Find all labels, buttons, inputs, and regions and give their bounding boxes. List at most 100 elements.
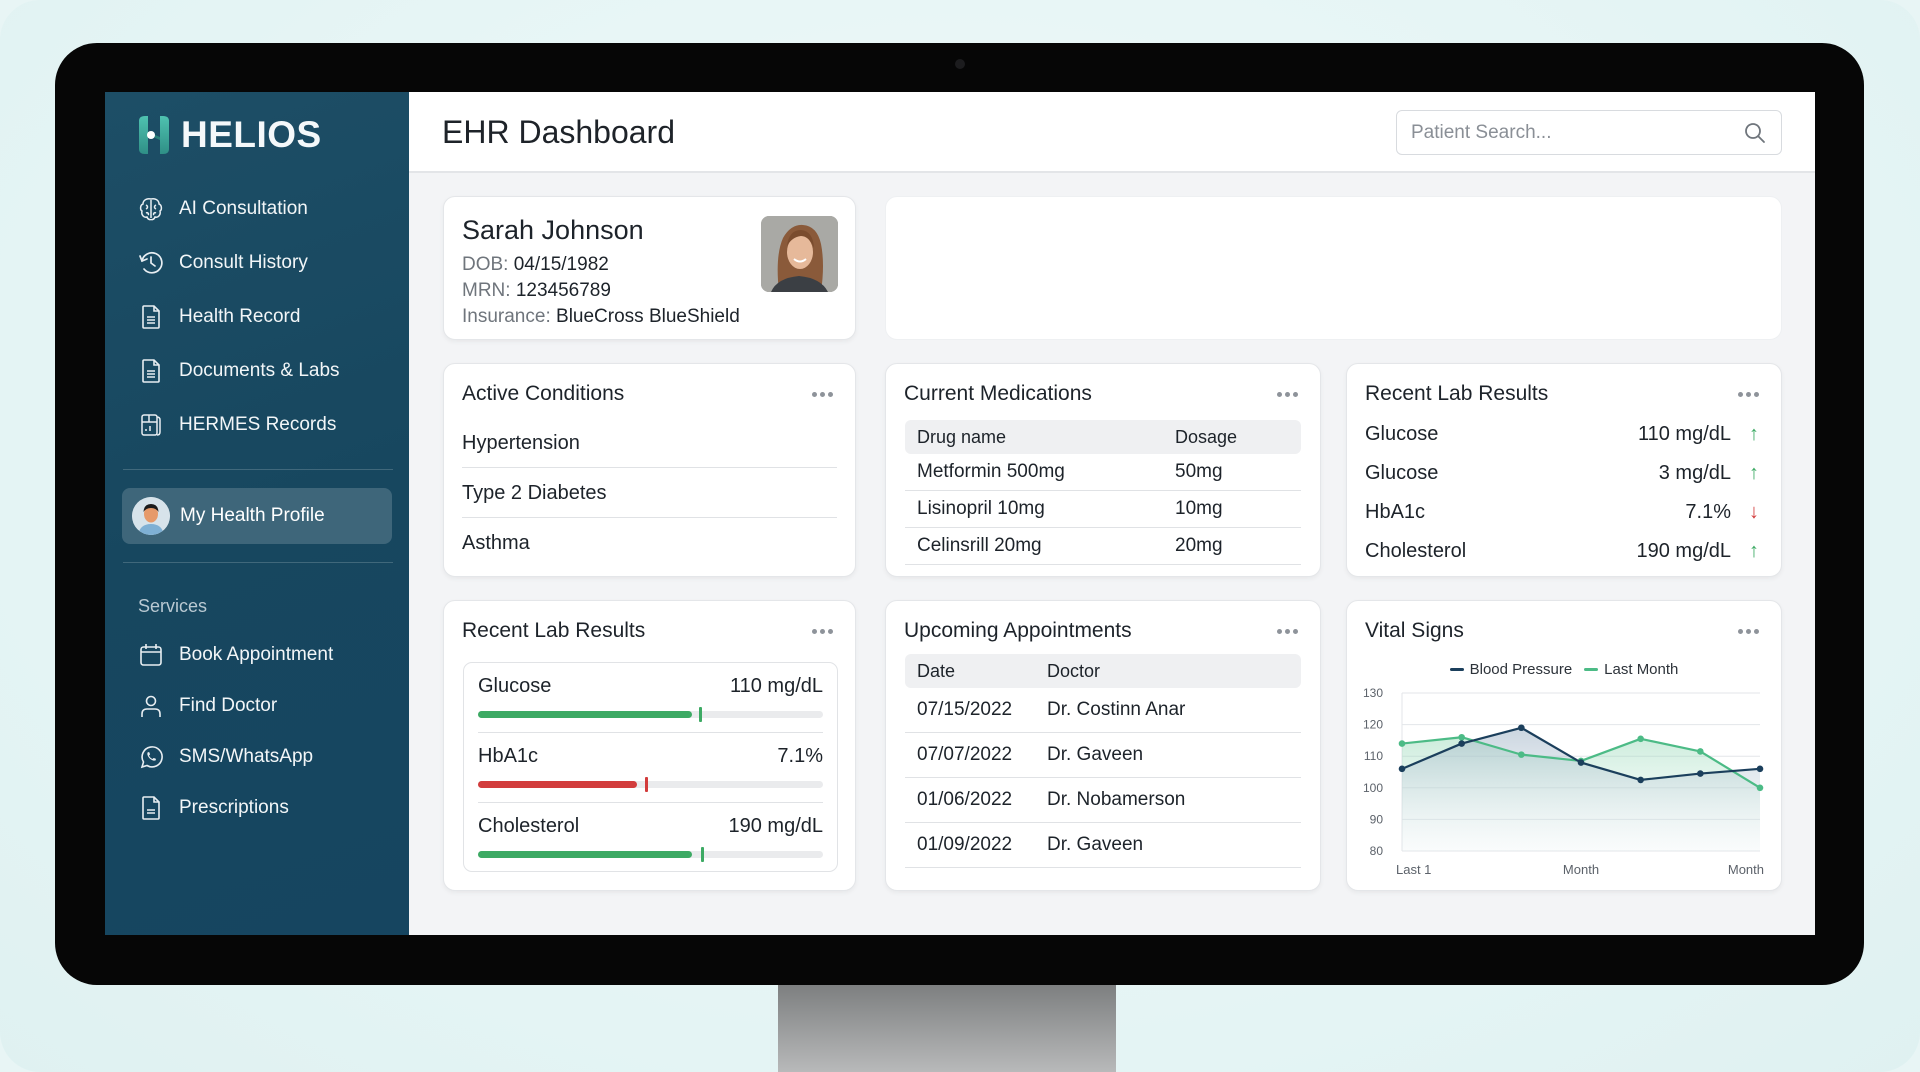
- lab-result-row[interactable]: Glucose 110 mg/dL ↑: [1365, 415, 1759, 454]
- sidebar-item-prescriptions[interactable]: Prescriptions: [137, 793, 289, 823]
- more-options-icon[interactable]: [1277, 392, 1298, 397]
- lab-name: Glucose: [1365, 462, 1439, 484]
- patient-card[interactable]: Sarah Johnson DOB: 04/15/1982 MRN: 12345…: [443, 196, 856, 340]
- drug-name: Celinsrill 20mg: [917, 535, 1042, 556]
- lab-bar-item[interactable]: Glucose 110 mg/dL: [478, 663, 823, 733]
- lab-value: 7.1%: [1685, 501, 1731, 523]
- appointment-date: 01/06/2022: [917, 789, 1013, 810]
- document-icon: [142, 359, 160, 383]
- lab-value: 110 mg/dL: [1637, 423, 1731, 445]
- legend-swatch: [1584, 668, 1599, 671]
- sidebar-item-label: Find Doctor: [179, 695, 278, 716]
- mrn-label: MRN:: [462, 280, 511, 301]
- table-row[interactable]: Lisinopril 10mg 10mg: [905, 491, 1301, 528]
- svg-text:120: 120: [1363, 718, 1383, 732]
- sidebar-item-label: Prescriptions: [179, 797, 289, 818]
- table-row[interactable]: Metformin 500mg 50mg: [905, 454, 1301, 491]
- brain-icon: [139, 198, 163, 221]
- camera-icon: [955, 59, 965, 69]
- progress-marker: [698, 707, 702, 722]
- condition-item[interactable]: Hypertension: [462, 419, 837, 468]
- patient-name: Sarah Johnson: [462, 215, 644, 245]
- condition-item[interactable]: Type 2 Diabetes: [462, 469, 837, 518]
- table-row[interactable]: Celinsrill 20mg 20mg: [905, 528, 1301, 565]
- card-title: Vital Signs: [1365, 619, 1464, 642]
- lab-bars-container: Glucose 110 mg/dL HbA1c 7.1% Cholesterol: [463, 662, 838, 872]
- search-icon[interactable]: [1743, 121, 1767, 145]
- sidebar-item-label: Consult History: [179, 252, 308, 273]
- lab-bar-item[interactable]: Cholesterol 190 mg/dL: [478, 803, 823, 873]
- progress-fill: [478, 851, 692, 858]
- my-health-profile-button[interactable]: My Health Profile: [122, 488, 392, 544]
- sidebar-item-sms-whatsapp[interactable]: SMS/WhatsApp: [137, 742, 313, 772]
- active-conditions-card: Active Conditions Hypertension Type 2 Di…: [443, 363, 856, 577]
- avatar: [132, 497, 170, 535]
- divider: [478, 802, 823, 803]
- monitor-stand: [778, 985, 1116, 1072]
- more-options-icon[interactable]: [812, 629, 833, 634]
- progress-marker: [700, 847, 704, 862]
- progress-fill: [478, 711, 692, 718]
- appointment-doctor: Dr. Gaveen: [1047, 834, 1144, 855]
- blank-panel: [885, 196, 1782, 340]
- sidebar-item-health-record[interactable]: Health Record: [137, 302, 300, 332]
- column-header: Dosage: [1175, 426, 1238, 447]
- sidebar-item-ai-consultation[interactable]: AI Consultation: [137, 194, 308, 224]
- more-options-icon[interactable]: [1277, 629, 1298, 634]
- drug-name: Lisinopril 10mg: [917, 498, 1045, 519]
- dob-value: 04/15/1982: [513, 254, 609, 275]
- more-options-icon[interactable]: [1738, 392, 1759, 397]
- lab-name: Glucose: [478, 675, 552, 697]
- lab-name: Glucose: [1365, 423, 1439, 445]
- services-heading: Services: [138, 596, 208, 616]
- trend-up-icon: ↑: [1749, 462, 1759, 484]
- progress-track: [478, 707, 823, 722]
- sidebar-item-book-appointment[interactable]: Book Appointment: [137, 640, 333, 670]
- condition-item[interactable]: Asthma: [462, 532, 530, 554]
- progress-track: [478, 777, 823, 792]
- more-options-icon[interactable]: [1738, 629, 1759, 634]
- lab-result-row[interactable]: Glucose 3 mg/dL ↑: [1365, 454, 1759, 493]
- sidebar-item-find-doctor[interactable]: Find Doctor: [137, 691, 277, 721]
- vital-signs-chart[interactable]: 80 90 100 110 120 130 Last 1 Month Month: [1347, 601, 1783, 892]
- patient-photo: [761, 216, 838, 292]
- lab-name: Cholesterol: [1365, 540, 1467, 562]
- table-header: Date Doctor: [905, 654, 1301, 688]
- card-title: Active Conditions: [462, 382, 625, 405]
- sidebar-divider: [123, 469, 393, 470]
- legend-label: Blood Pressure: [1469, 661, 1573, 678]
- lab-name: Cholesterol: [478, 815, 580, 837]
- brand-name: HELIOS: [181, 114, 322, 155]
- legend-label: Last Month: [1604, 661, 1679, 678]
- svg-text:90: 90: [1370, 812, 1384, 826]
- divider: [478, 732, 823, 733]
- sidebar-item-documents-labs[interactable]: Documents & Labs: [137, 356, 340, 386]
- user-icon: [141, 695, 161, 717]
- lab-value: 7.1%: [777, 745, 823, 767]
- svg-text:Last 1: Last 1: [1396, 862, 1431, 877]
- table-row[interactable]: 07/15/2022 Dr. Costinn Anar: [905, 688, 1301, 733]
- legend-item[interactable]: Last Month: [1584, 661, 1678, 678]
- table-row[interactable]: 01/09/2022 Dr. Gaveen: [905, 823, 1301, 868]
- dob-label: DOB:: [462, 254, 509, 275]
- column-header: Drug name: [917, 426, 1007, 447]
- sidebar-item-consult-history[interactable]: Consult History: [137, 248, 308, 278]
- legend-item[interactable]: Blood Pressure: [1449, 661, 1573, 678]
- sidebar-item-hermes-records[interactable]: HERMES Records: [137, 410, 336, 440]
- search-input[interactable]: [1411, 121, 1743, 144]
- appointment-doctor: Dr. Gaveen: [1047, 744, 1144, 765]
- lab-result-row[interactable]: Cholesterol 190 mg/dL ↑: [1365, 532, 1759, 571]
- appointment-doctor: Dr. Nobamerson: [1047, 789, 1186, 810]
- dosage: 10mg: [1175, 498, 1223, 519]
- table-row[interactable]: 07/07/2022 Dr. Gaveen: [905, 733, 1301, 778]
- vital-signs-card: Vital Signs Blood Pressure Last Month 80…: [1346, 600, 1782, 891]
- whatsapp-icon: [140, 746, 163, 769]
- appointment-date: 07/07/2022: [917, 744, 1013, 765]
- patient-search[interactable]: [1396, 110, 1782, 155]
- more-options-icon[interactable]: [812, 392, 833, 397]
- svg-text:Month: Month: [1563, 862, 1599, 877]
- lab-bar-item[interactable]: HbA1c 7.1%: [478, 733, 823, 803]
- brand[interactable]: HELIOS: [137, 114, 322, 156]
- lab-result-row[interactable]: HbA1c 7.1% ↓: [1365, 493, 1759, 532]
- table-row[interactable]: 01/06/2022 Dr. Nobamerson: [905, 778, 1301, 823]
